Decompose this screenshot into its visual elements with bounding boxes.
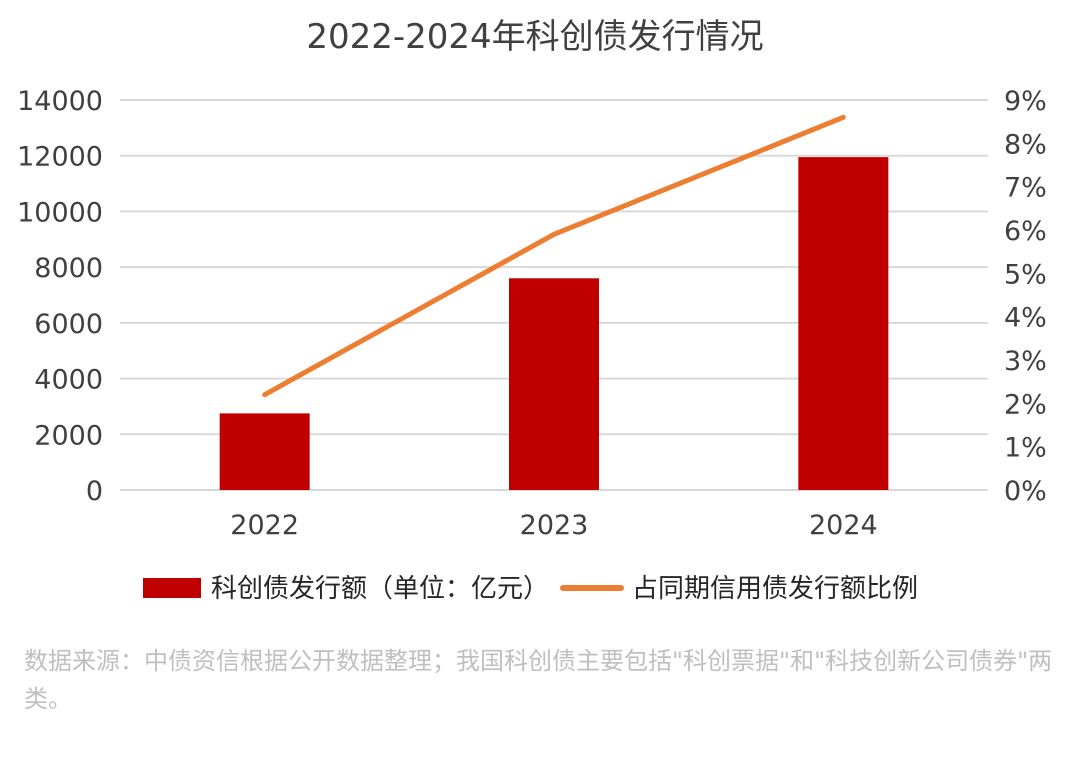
right-axis-ticks: 0% 1% 2% 3% 4% 5% 6% 7% 8% 9% xyxy=(1004,86,1047,507)
right-tick-label: 4% xyxy=(1004,303,1047,334)
right-tick-label: 1% xyxy=(1004,433,1047,464)
right-tick-label: 0% xyxy=(1004,476,1047,507)
legend-swatch-bar xyxy=(143,578,201,598)
left-tick-label: 14000 xyxy=(17,86,103,117)
line-series xyxy=(262,114,846,398)
legend-label-bar: 科创债发行额（单位：亿元） xyxy=(211,574,549,604)
legend-label-line: 占同期信用债发行额比例 xyxy=(632,574,918,604)
right-tick-label: 2% xyxy=(1004,389,1047,420)
chart-title: 2022-2024年科创债发行情况 xyxy=(306,17,763,57)
right-tick-label: 7% xyxy=(1004,173,1047,204)
bar-2023 xyxy=(509,278,599,490)
left-tick-label: 12000 xyxy=(17,142,103,173)
left-tick-label: 2000 xyxy=(34,420,103,451)
right-tick-label: 3% xyxy=(1004,346,1047,377)
right-tick-label: 8% xyxy=(1004,129,1047,160)
left-axis-ticks: 0 2000 4000 6000 8000 10000 12000 14000 xyxy=(17,86,103,507)
right-tick-label: 6% xyxy=(1004,216,1047,247)
left-tick-label: 8000 xyxy=(34,253,103,284)
bar-series xyxy=(219,157,889,490)
bar-2022 xyxy=(219,413,310,490)
x-tick-label: 2023 xyxy=(520,510,589,541)
right-tick-label: 5% xyxy=(1004,259,1047,290)
source-footnote: 数据来源：中债资信根据公开数据整理；我国科创债主要包括"科创票据"和"科技创新公… xyxy=(24,647,1053,713)
bar-2024 xyxy=(798,157,889,490)
right-tick-label: 9% xyxy=(1004,86,1047,117)
left-tick-label: 6000 xyxy=(34,309,103,340)
legend: 科创债发行额（单位：亿元） 占同期信用债发行额比例 xyxy=(143,574,918,604)
x-axis-ticks: 2022 2023 2024 xyxy=(230,510,877,541)
x-tick-label: 2022 xyxy=(230,510,299,541)
left-tick-label: 10000 xyxy=(17,197,103,228)
left-tick-label: 4000 xyxy=(34,365,103,396)
x-tick-label: 2024 xyxy=(809,510,878,541)
left-tick-label: 0 xyxy=(86,476,103,507)
